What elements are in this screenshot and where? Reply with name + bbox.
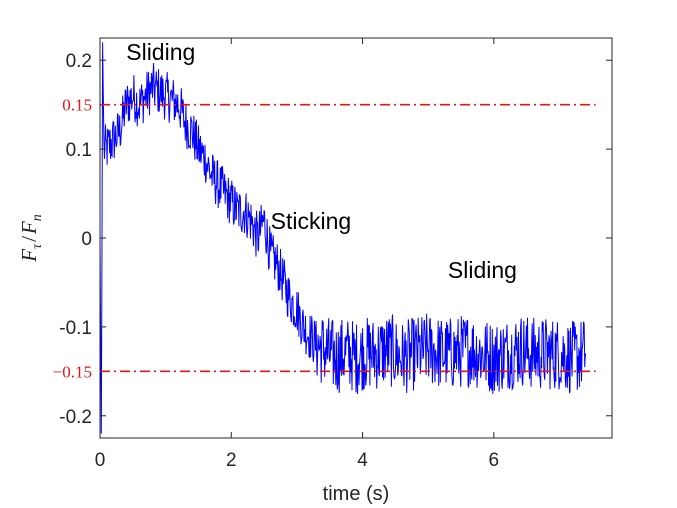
y-tick-label: 0: [81, 229, 92, 250]
y-tick-label: -0.1: [59, 318, 92, 339]
x-tick-label: 4: [357, 450, 368, 471]
reference-lines: 0.15 −0.15: [53, 96, 596, 381]
annotation: Sliding: [448, 257, 517, 283]
x-axis-label: time (s): [323, 483, 390, 505]
annotation: Sticking: [271, 208, 352, 234]
ticks: 0 2 4 6 -0.2 -0.1 0 0.1 0.2: [59, 38, 612, 471]
y-tick-label: 0.2: [66, 51, 92, 72]
y-tick-label: -0.2: [59, 407, 92, 428]
x-tick-label: 0: [95, 450, 106, 471]
svg-text:Fτ/Fn: Fτ/Fn: [17, 214, 45, 263]
x-tick-label: 6: [489, 450, 500, 471]
y-tick-label: 0.1: [66, 140, 92, 161]
annotations: Sliding Sticking Sliding: [126, 39, 517, 283]
x-tick-label: 2: [226, 450, 237, 471]
reference-line-label: −0.15: [53, 362, 92, 381]
reference-line-label: 0.15: [62, 96, 92, 115]
annotation: Sliding: [126, 39, 195, 65]
y-axis-label: Fτ/Fn: [17, 214, 45, 263]
